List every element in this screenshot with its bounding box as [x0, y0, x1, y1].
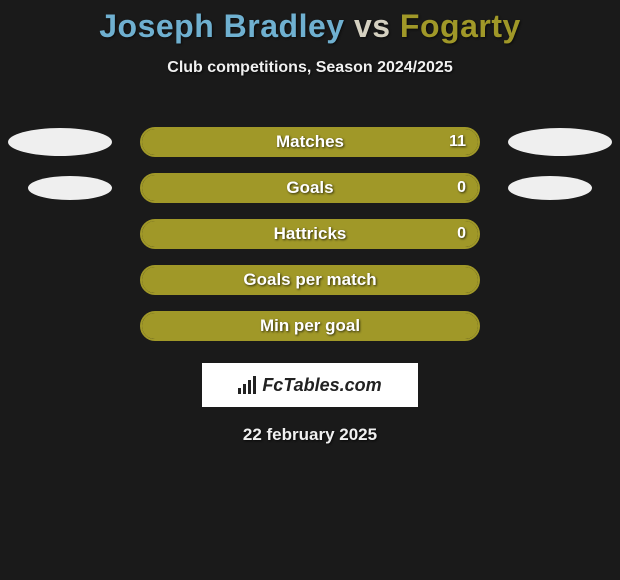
- stat-value: 0: [457, 175, 466, 201]
- ellipse-decor-icon: [8, 128, 112, 156]
- stat-bar: Goals 0: [140, 173, 480, 203]
- stat-value: 11: [449, 129, 466, 155]
- stat-value: 0: [457, 221, 466, 247]
- stat-row-min-per-goal: Min per goal: [0, 303, 620, 349]
- stat-label: Goals: [142, 175, 478, 201]
- stat-label: Hattricks: [142, 221, 478, 247]
- stat-bar: Min per goal: [140, 311, 480, 341]
- player2-name: Fogarty: [400, 8, 521, 44]
- logo-box: FcTables.com: [202, 363, 418, 407]
- stat-row-hattricks: Hattricks 0: [0, 211, 620, 257]
- stat-label: Matches: [142, 129, 478, 155]
- stat-bar: Hattricks 0: [140, 219, 480, 249]
- ellipse-decor-icon: [508, 176, 592, 200]
- player1-name: Joseph Bradley: [99, 8, 344, 44]
- ellipse-decor-icon: [508, 128, 612, 156]
- subtitle: Club competitions, Season 2024/2025: [0, 59, 620, 77]
- stat-bar: Goals per match: [140, 265, 480, 295]
- barchart-icon: [238, 376, 256, 394]
- stat-row-goals-per-match: Goals per match: [0, 257, 620, 303]
- stats-container: Matches 11 Goals 0 Hattricks 0 Goals per…: [0, 119, 620, 349]
- date-text: 22 february 2025: [0, 425, 620, 445]
- stat-row-matches: Matches 11: [0, 119, 620, 165]
- ellipse-decor-icon: [28, 176, 112, 200]
- stat-row-goals: Goals 0: [0, 165, 620, 211]
- vs-text: vs: [354, 8, 391, 44]
- logo-text: FcTables.com: [262, 375, 381, 396]
- stat-label: Goals per match: [142, 267, 478, 293]
- stat-label: Min per goal: [142, 313, 478, 339]
- stat-bar: Matches 11: [140, 127, 480, 157]
- page-title: Joseph Bradley vs Fogarty: [0, 0, 620, 45]
